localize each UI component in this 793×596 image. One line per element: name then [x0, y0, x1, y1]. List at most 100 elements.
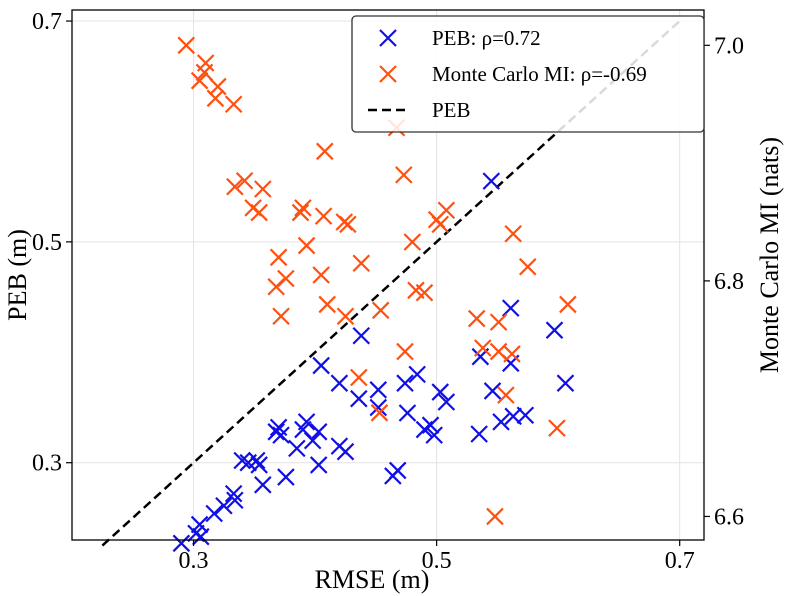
mc-mi-point	[415, 283, 434, 302]
peb-point	[425, 426, 443, 444]
peb-point	[482, 172, 501, 190]
legend-label-monte-carlo-mi: Monte Carlo MI: ρ=-0.69	[432, 62, 647, 86]
peb-point	[172, 534, 191, 553]
peb-point	[437, 393, 456, 411]
y-tick-label: 0.5	[32, 230, 62, 256]
peb-point	[369, 398, 388, 417]
x-tick-label: 0.5	[422, 548, 452, 574]
peb-point	[215, 496, 233, 515]
mc-mi-point	[294, 199, 312, 217]
mc-mi-point	[226, 177, 244, 196]
mc-mi-point	[316, 142, 334, 161]
mc-mi-point	[177, 36, 196, 55]
peb-point	[545, 321, 564, 339]
peb-point	[277, 468, 295, 486]
y-axis-ticks: 0.3 0.5 0.7	[32, 9, 72, 477]
mc-mi-point	[497, 386, 515, 404]
mc-mi-point	[467, 309, 486, 328]
mc-mi-point	[339, 215, 357, 234]
y-axis-label: PEB (m)	[3, 229, 32, 321]
peb-point	[233, 451, 251, 470]
mc-mi-point	[403, 233, 422, 251]
mc-mi-point	[352, 254, 371, 273]
y2-tick-label: 6.8	[714, 269, 744, 295]
mc-mi-point	[190, 71, 209, 90]
peb-point	[309, 423, 328, 441]
y2-tick-label: 6.6	[714, 504, 744, 530]
mc-mi-point	[518, 257, 537, 276]
peb-point	[297, 413, 316, 431]
peb-point	[516, 406, 535, 425]
x-tick-label: 0.3	[179, 548, 209, 574]
peb-point	[224, 484, 243, 503]
mc-mi-point	[318, 295, 337, 314]
mc-mi-point	[272, 307, 290, 326]
plot-frame	[71, 9, 705, 541]
legend-marker-monte-carlo-mi	[379, 65, 397, 83]
peb-point	[205, 504, 223, 523]
data-points	[172, 36, 577, 553]
mc-mi-point	[277, 269, 295, 288]
mc-mi-point	[431, 215, 450, 234]
peb-point	[250, 456, 268, 474]
mc-mi-point	[503, 345, 521, 363]
mc-mi-point	[250, 203, 268, 222]
legend-box	[351, 15, 705, 133]
peb-point	[303, 431, 322, 450]
peb-point	[431, 383, 450, 401]
peb-point	[330, 437, 349, 455]
legend-x-marker	[379, 65, 397, 83]
mc-mi-point	[474, 339, 492, 357]
peb-point	[247, 451, 266, 470]
peb-point	[408, 365, 426, 384]
peb-point	[288, 439, 306, 458]
mc-mi-point	[336, 307, 355, 326]
y2-axis-ticks: 6.6 6.8 7.0	[704, 33, 744, 530]
peb-point	[272, 426, 290, 444]
x-axis-ticks: 0.3 0.5 0.7	[179, 540, 695, 574]
y-tick-label: 0.7	[32, 9, 62, 35]
y-tick-label: 0.3	[32, 451, 62, 477]
peb-point	[421, 416, 440, 434]
mc-mi-point	[371, 301, 390, 320]
mc-mi-point	[312, 266, 330, 284]
peb-point	[352, 326, 371, 345]
peb-point	[388, 461, 407, 480]
mc-mi-point	[314, 207, 333, 225]
y2-axis-label: Monte Carlo MI (nats)	[755, 137, 784, 373]
x-tick-label: 0.7	[665, 548, 695, 574]
peb-point	[470, 425, 488, 443]
peb-point	[226, 491, 244, 510]
peb-point	[192, 527, 210, 546]
mc-mi-point	[504, 224, 522, 243]
peb-point	[396, 374, 414, 392]
legend-x-marker	[379, 29, 397, 47]
peb-point	[309, 456, 328, 474]
mc-mi-point	[486, 507, 504, 526]
mc-mi-point	[269, 248, 288, 267]
mc-mi-point	[396, 342, 414, 361]
mc-mi-point	[206, 89, 225, 108]
mc-mi-point	[548, 419, 566, 437]
mc-mi-point	[297, 236, 316, 255]
legend: PEB: ρ=0.72 Monte Carlo MI: ρ=-0.69 PEB	[351, 15, 705, 133]
x-axis-label: RMSE (m)	[315, 565, 430, 594]
mc-mi-point	[195, 63, 214, 82]
peb-point	[369, 381, 388, 399]
y2-tick-label: 7.0	[714, 33, 744, 59]
mc-mi-point	[224, 95, 243, 114]
peb-point	[330, 374, 349, 392]
mc-mi-point	[370, 404, 389, 422]
peb-point	[312, 356, 330, 375]
peb-point	[398, 404, 417, 422]
mc-mi-point	[559, 295, 577, 314]
peb-point	[492, 413, 510, 431]
peb-point	[556, 374, 575, 392]
peb-point	[501, 299, 520, 317]
peb-point	[350, 389, 368, 408]
peb-point	[254, 476, 272, 494]
mc-mi-point	[489, 313, 508, 331]
legend-label-peb-rho: PEB: ρ=0.72	[432, 26, 541, 50]
mc-mi-point	[350, 368, 368, 387]
